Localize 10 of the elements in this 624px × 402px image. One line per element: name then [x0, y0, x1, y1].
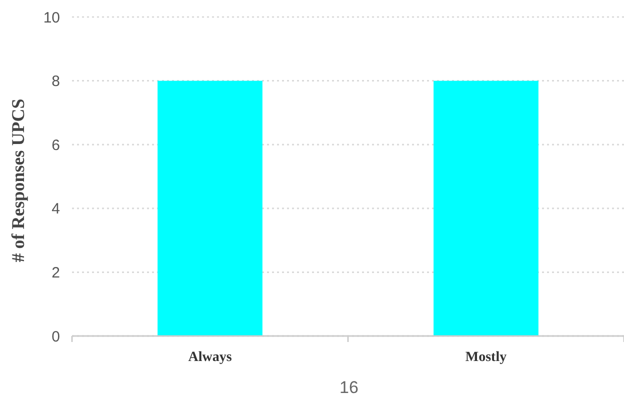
y-tick-label: 8 — [52, 73, 60, 90]
x-tick-label: Mostly — [465, 350, 507, 365]
y-tick-label: 2 — [52, 264, 60, 282]
y-tick-label: 10 — [43, 9, 60, 26]
y-tick-label: 0 — [52, 328, 60, 346]
y-axis-title: # of Responses UPCS — [8, 98, 28, 262]
x-tick-label: Always — [188, 350, 232, 365]
y-tick-label: 6 — [52, 136, 60, 154]
y-tick-label: 4 — [52, 200, 60, 218]
x-axis-title: 16 — [340, 378, 358, 397]
